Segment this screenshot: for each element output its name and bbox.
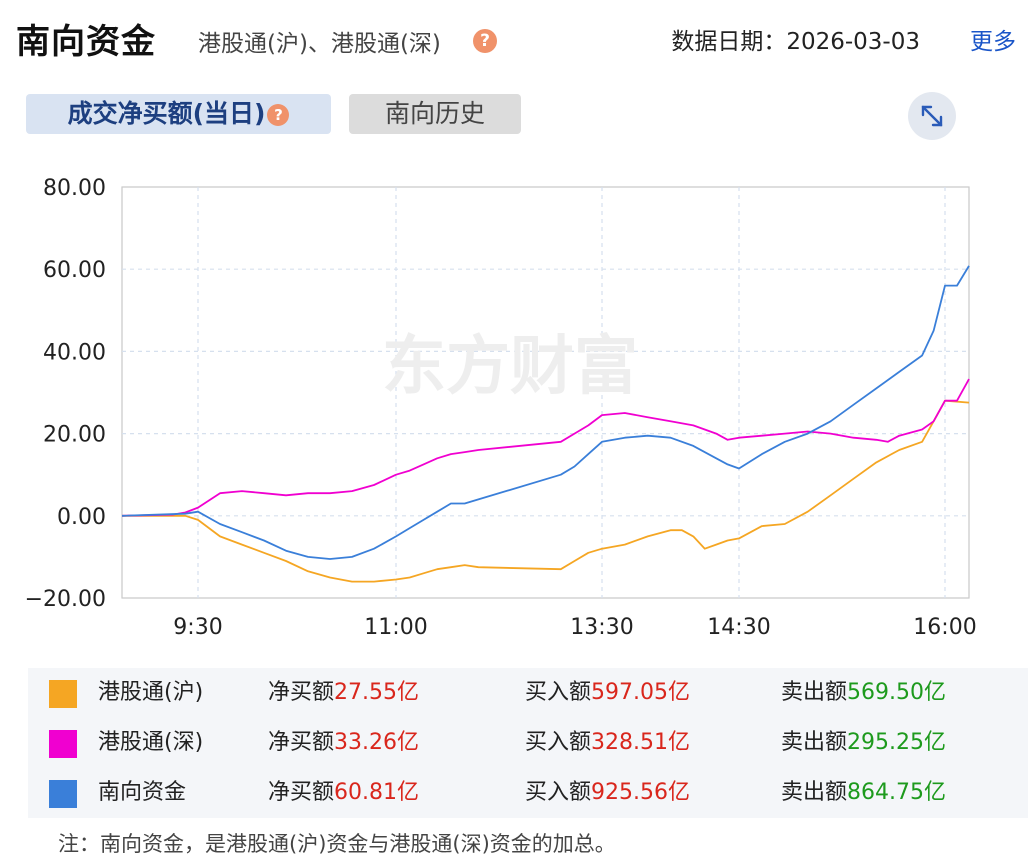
y-tick-label: 40.00	[43, 340, 106, 365]
header: 南向资金 港股通(沪)、港股通(深) ? 数据日期：2026-03-03 更多	[0, 0, 1032, 80]
net-buy: 净买额27.55亿	[268, 680, 419, 705]
tab-label: 成交净买额(当日)	[67, 99, 266, 128]
sell-amount: 卖出额295.25亿	[781, 730, 946, 755]
legend-name: 港股通(深)	[98, 730, 204, 755]
sell-amount: 卖出额569.50亿	[781, 680, 946, 705]
legend-swatch	[49, 730, 77, 758]
question-icon[interactable]: ?	[473, 29, 497, 53]
date-label: 数据日期：	[671, 29, 787, 55]
series-line	[121, 265, 970, 560]
legend-table: 港股通(沪) 净买额27.55亿 买入额597.05亿 卖出额569.50亿 港…	[28, 668, 1028, 818]
y-tick-label: 0.00	[57, 505, 106, 530]
series-lines	[121, 265, 970, 583]
series-line	[121, 378, 970, 517]
buy-amount: 买入额925.56亿	[525, 780, 690, 805]
legend-name: 南向资金	[98, 780, 187, 805]
x-axis-ticks: 9:30 11:00 13:30 14:30 16:00	[173, 615, 976, 640]
net-buy-chart: 东方财富 80.00 60.00 40.00 20.00 0.00 −20.00 9:30…	[25, 176, 977, 640]
legend-swatch	[49, 780, 77, 808]
y-tick-label: 60.00	[43, 258, 106, 283]
x-tick-label: 16:00	[913, 615, 976, 640]
legend-swatch	[49, 680, 77, 708]
page-title: 南向资金	[16, 22, 156, 62]
page-subtitle: 港股通(沪)、港股通(深)	[198, 31, 441, 57]
buy-amount: 买入额597.05亿	[525, 680, 690, 705]
plot-frame	[121, 186, 970, 599]
buy-amount: 买入额328.51亿	[525, 730, 690, 755]
x-tick-label: 9:30	[173, 615, 222, 640]
legend-row: 港股通(深) 净买额33.26亿 买入额328.51亿 卖出额295.25亿	[28, 718, 1028, 768]
series-line	[122, 399, 970, 583]
legend-row: 港股通(沪) 净买额27.55亿 买入额597.05亿 卖出额569.50亿	[28, 668, 1028, 718]
y-tick-label: 20.00	[43, 423, 106, 448]
footnote: 注：南向资金，是港股通(沪)资金与港股通(深)资金的加总。	[58, 832, 616, 856]
y-tick-label: −20.00	[25, 587, 106, 612]
net-buy: 净买额60.81亿	[268, 780, 419, 805]
x-tick-label: 14:30	[707, 615, 770, 640]
tab-net-buy-today[interactable]: 成交净买额(当日)?	[26, 94, 331, 134]
net-buy: 净买额33.26亿	[268, 730, 419, 755]
y-axis-ticks: 80.00 60.00 40.00 20.00 0.00 −20.00	[25, 176, 106, 612]
tab-label: 南向历史	[384, 99, 485, 128]
expand-icon[interactable]	[908, 92, 956, 140]
legend-row: 南向资金 净买额60.81亿 买入额925.56亿 卖出额864.75亿	[28, 768, 1028, 818]
sell-amount: 卖出额864.75亿	[781, 780, 946, 805]
question-icon[interactable]: ?	[267, 104, 290, 126]
watermark-text: 东方财富	[382, 330, 638, 404]
date-value: 2026-03-03	[786, 29, 920, 55]
tab-southbound-history[interactable]: 南向历史	[349, 94, 521, 134]
data-date: 数据日期：2026-03-03	[671, 22, 920, 56]
legend-name: 港股通(沪)	[98, 680, 204, 705]
more-link[interactable]: 更多	[970, 29, 1016, 55]
x-tick-label: 11:00	[364, 615, 427, 640]
x-tick-label: 13:30	[570, 615, 633, 640]
y-tick-label: 80.00	[43, 176, 106, 201]
